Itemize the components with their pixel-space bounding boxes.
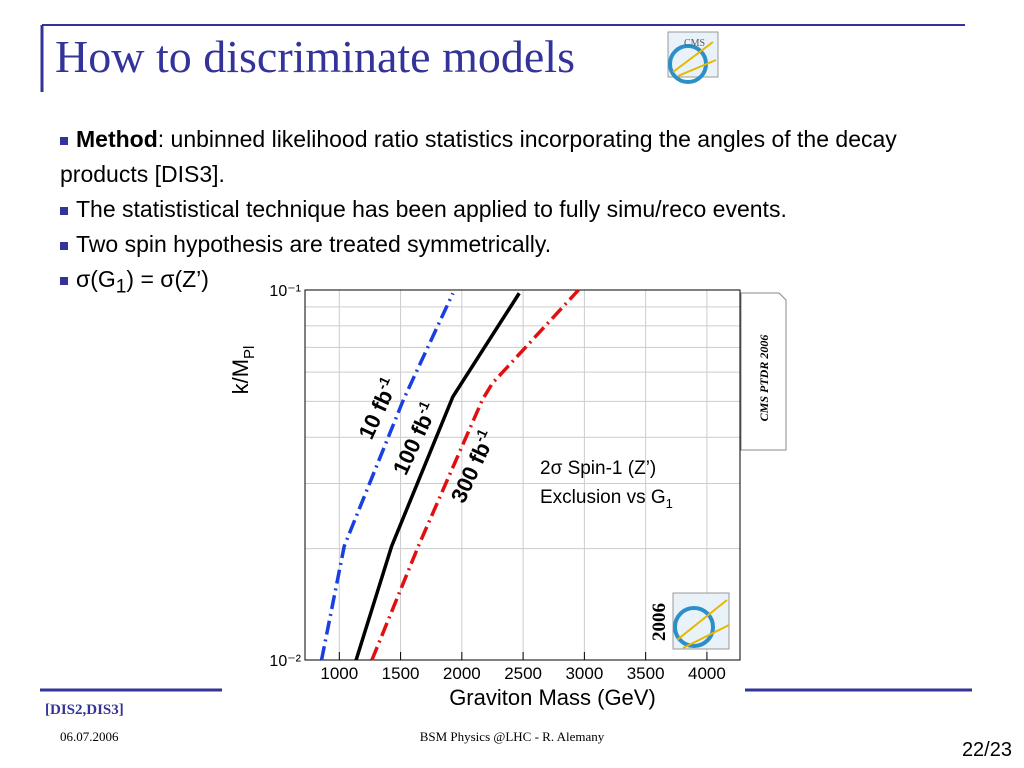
page-number: 22/23 (962, 739, 1012, 761)
x-tick-label: 2500 (504, 664, 542, 683)
chart: 1000 1500 2000 2500 3000 3500 4000 10⁻² 10⁻¹ Grav… (222, 283, 787, 710)
text-part: k/M (228, 359, 253, 394)
text-part: Pl (241, 346, 258, 359)
svg-text:CMS: CMS (684, 38, 705, 49)
bullet: Two spin hypothesis are treated symmetri… (60, 227, 970, 262)
text-part: Exclusion vs G (540, 487, 666, 508)
slide-title: How to discriminate models (55, 31, 575, 82)
x-axis-label: Graviton Mass (GeV) (449, 685, 656, 710)
bullet-text: The statististical technique has been ap… (76, 196, 787, 222)
cms-logo (676, 599, 730, 649)
y-tick-label: 10⁻² (269, 653, 301, 670)
bullet-text: 1 (115, 276, 127, 298)
x-tick-label: 1000 (320, 664, 358, 683)
reference: [DIS2,DIS3] (45, 702, 124, 718)
plot-frame (304, 289, 741, 661)
bullet: The statististical technique has been ap… (60, 192, 970, 227)
note: CMS PTDR 2006 (757, 335, 771, 422)
x-tick-label: 3500 (627, 664, 665, 683)
year-label: 2006 (649, 603, 670, 641)
x-tick-label: 4000 (688, 664, 726, 683)
date: 06.07.2006 (60, 729, 119, 744)
series-line (319, 292, 455, 661)
bullet: Method: unbinned likelihood ratio statis… (60, 122, 970, 192)
bullet-text: Two spin hypothesis are treated symmetri… (76, 231, 552, 257)
y-axis-label: k/MPl (228, 346, 258, 395)
y-tick-label: 10⁻¹ (269, 283, 301, 300)
footer: BSM Physics @LHC - R. Alemany (420, 729, 605, 744)
bullet-list: Method: unbinned likelihood ratio statis… (60, 122, 970, 305)
annotation: Exclusion vs G1 (540, 487, 673, 511)
bullet-bold: Method (76, 126, 158, 152)
text-part: 1 (666, 496, 673, 511)
chart-background (222, 283, 745, 710)
bullet: σ(G1) = σ(Z’) (60, 262, 970, 305)
bullet-text: : unbinned likelihood ratio statistics i… (60, 126, 897, 187)
x-tick-label: 3000 (565, 664, 603, 683)
series-line (354, 292, 521, 661)
bullet-text: ) = σ(Z’) (126, 266, 209, 292)
annotation: 2σ Spin-1 (Z’) (540, 458, 656, 479)
x-tick-label: 2000 (443, 664, 481, 683)
bullet-text: σ(G (76, 266, 116, 292)
x-tick-label: 1500 (382, 664, 420, 683)
note-box (740, 292, 787, 451)
cms-logo: CMS (667, 31, 719, 84)
cms-logo (673, 606, 715, 648)
series-line (370, 288, 580, 661)
